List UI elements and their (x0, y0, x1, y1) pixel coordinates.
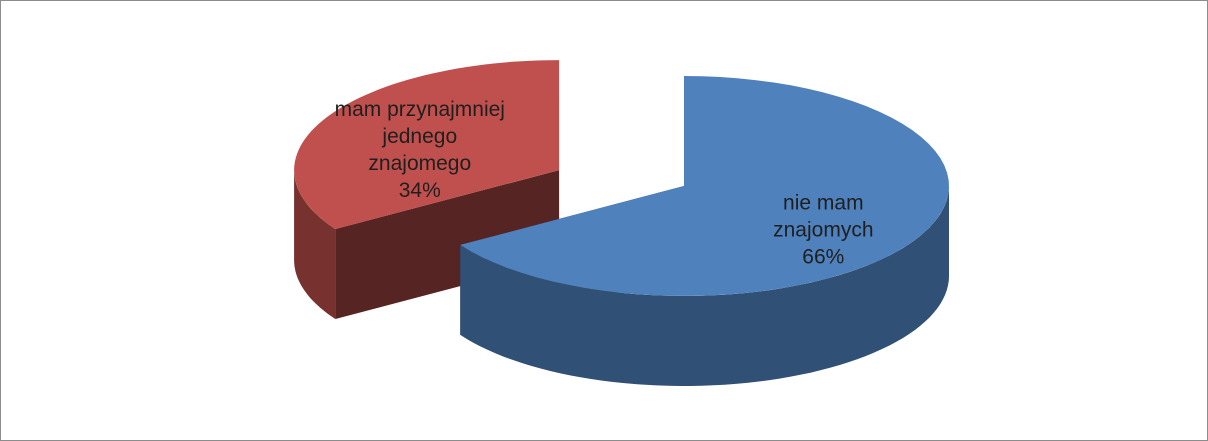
slice (460, 76, 949, 296)
slice-wall (294, 170, 336, 319)
value-label: 66% (802, 245, 845, 269)
value-label: 34% (398, 179, 441, 203)
slice-side (335, 170, 560, 320)
category-label: nie mam znajomych (773, 191, 874, 242)
slice (294, 60, 560, 229)
slice-label: mam przynajmniej jednego znajomego 34% (335, 96, 505, 204)
category-label: mam przynajmniej jednego znajomego (334, 98, 505, 176)
slice-label: nie mam znajomych 66% (773, 189, 873, 270)
slice-wall (460, 186, 949, 386)
